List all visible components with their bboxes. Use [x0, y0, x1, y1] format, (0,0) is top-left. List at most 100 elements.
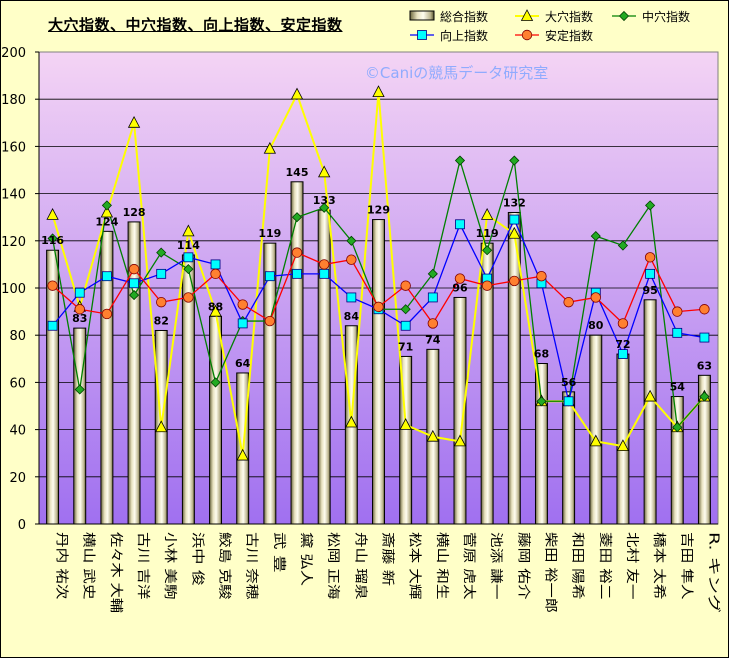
point-circle: [509, 275, 520, 287]
point-circle: [47, 280, 58, 291]
point-square: [618, 349, 628, 359]
point-circle: [264, 315, 276, 327]
legend-swatch-bar: [409, 10, 435, 21]
x-tick-label: 横山 和生: [434, 532, 449, 600]
legend-marker-diamond: [618, 10, 630, 22]
point-square: [346, 292, 357, 303]
bar-data-label: 133: [313, 194, 336, 207]
x-tick-label: 浜中 俊: [189, 532, 204, 586]
point-square: [129, 278, 139, 289]
point-square: [210, 259, 221, 270]
legend-label: 総合指数: [440, 9, 488, 24]
point-triangle: [236, 448, 249, 461]
point-diamond: [482, 245, 493, 256]
point-triangle: [399, 418, 412, 430]
point-square: [563, 396, 574, 407]
bar: [507, 211, 521, 525]
bar-data-label: 83: [72, 312, 87, 325]
point-triangle: [426, 429, 439, 442]
x-tick-label: 北村 友一: [624, 532, 640, 600]
x-tick-label: R. キング: [705, 532, 720, 613]
point-triangle: [453, 434, 467, 447]
point-diamond: [101, 200, 112, 211]
point-diamond: [346, 235, 357, 246]
point-square: [47, 320, 58, 331]
bar-data-label: 119: [476, 227, 499, 240]
point-circle: [373, 301, 384, 313]
point-diamond: [645, 200, 656, 211]
point-square: [400, 320, 411, 331]
bar: [127, 221, 141, 525]
bar-data-label: 54: [670, 381, 686, 394]
bar: [209, 315, 223, 525]
bar: [372, 219, 385, 525]
y-tick-label: 80: [9, 329, 26, 344]
bar: [290, 181, 304, 525]
bar-data-label: 124: [95, 215, 118, 228]
bar-data-label: 116: [41, 234, 64, 247]
x-tick-label: 池添 謙一: [488, 532, 503, 600]
point-triangle: [643, 389, 657, 402]
point-circle: [74, 304, 85, 315]
point-square: [156, 268, 167, 279]
x-tick-label: 菅原 虎太: [461, 532, 476, 600]
x-tick-label: 柴田 裕一郎: [542, 532, 557, 613]
point-diamond: [699, 391, 710, 402]
point-circle: [291, 247, 303, 258]
y-tick-label: 180: [1, 93, 26, 108]
point-diamond: [319, 202, 330, 213]
bar: [534, 363, 548, 525]
point-square: [699, 332, 710, 343]
x-tick-label: 和田 陽希: [570, 532, 585, 600]
bar-data-label: 74: [425, 333, 441, 346]
bar-data-label: 64: [235, 357, 251, 370]
point-diamond: [400, 304, 411, 315]
point-circle: [210, 268, 221, 280]
x-tick-label: 橋本 太希: [651, 532, 666, 600]
bar: [317, 209, 331, 525]
bar: [73, 327, 87, 525]
point-square: [102, 271, 112, 282]
point-diamond: [183, 264, 194, 275]
point-circle: [536, 271, 547, 282]
watermark: ©Caniの競馬データ研究室: [365, 64, 548, 82]
point-circle: [346, 254, 357, 265]
point-circle: [237, 299, 248, 310]
y-tick-label: 160: [1, 140, 26, 155]
legend-marker-square: [417, 30, 427, 40]
point-diamond: [509, 155, 520, 166]
x-tick-label: 吉田 隼人: [678, 532, 694, 600]
x-tick-label: 小林 美駒: [162, 532, 177, 600]
point-triangle: [508, 226, 521, 239]
bar-data-label: 132: [503, 196, 526, 209]
x-tick-label: 黛 弘人: [298, 532, 313, 586]
bar-data-label: 129: [367, 204, 390, 217]
point-square: [645, 268, 655, 279]
point-triangle: [372, 85, 385, 98]
x-tick-label: 松岡 正海: [325, 532, 340, 600]
x-tick-label: 舟山 瑠泉: [352, 532, 368, 600]
point-circle: [400, 280, 411, 291]
point-triangle: [182, 224, 195, 237]
y-tick-label: 0: [18, 518, 26, 533]
legend-marker-triangle: [520, 9, 534, 21]
point-square: [509, 214, 520, 225]
x-tick-label: 菱田 裕二: [597, 532, 612, 600]
legend-marker-circle: [521, 29, 533, 41]
y-tick-label: 40: [9, 424, 26, 439]
bar-data-label: 119: [258, 227, 281, 240]
bar-data-label: 56: [561, 376, 577, 389]
bar: [589, 334, 603, 525]
point-triangle: [46, 207, 59, 220]
x-tick-label: 武 豊: [271, 532, 286, 573]
point-square: [427, 292, 438, 303]
point-square: [319, 268, 330, 279]
point-circle: [128, 263, 140, 275]
x-tick-label: 鮫島 克駿: [217, 532, 232, 600]
point-circle: [427, 318, 439, 329]
point-diamond: [672, 422, 683, 433]
point-diamond: [427, 268, 438, 279]
y-tick-label: 100: [1, 282, 26, 297]
point-diamond: [156, 247, 167, 258]
